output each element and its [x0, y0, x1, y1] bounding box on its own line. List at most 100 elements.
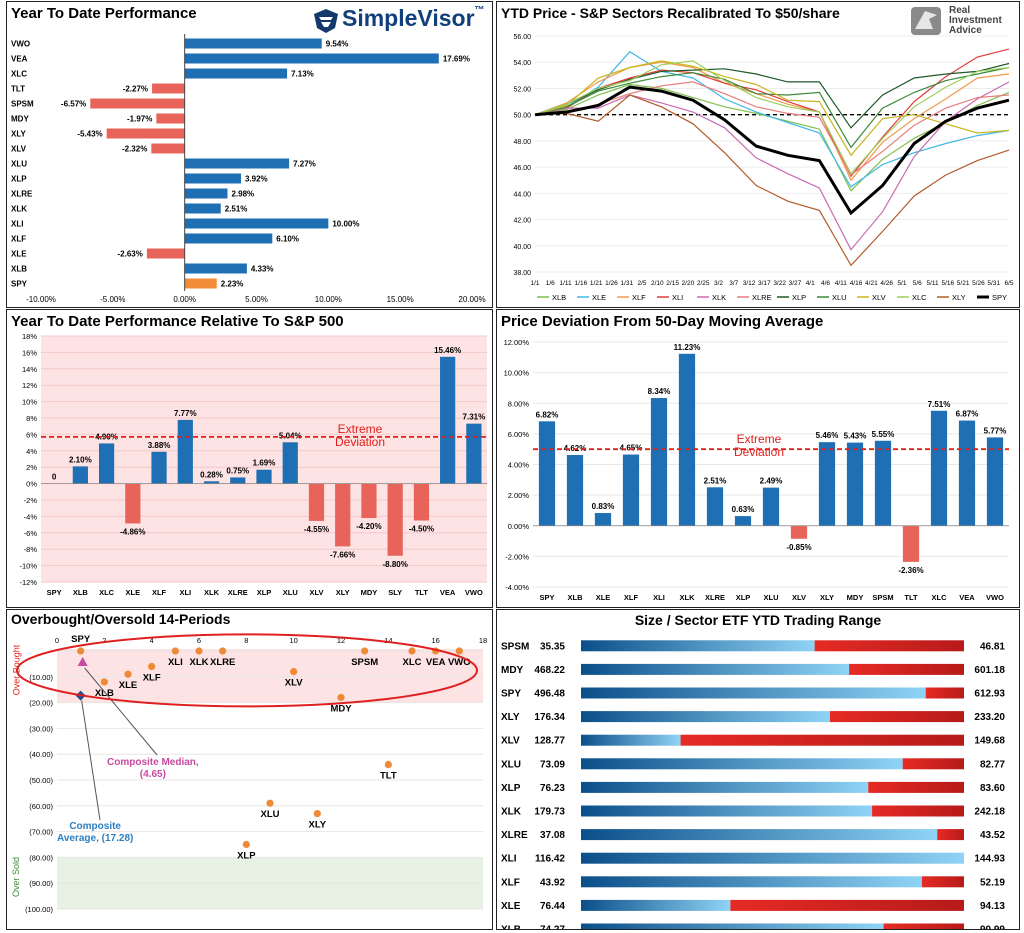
category-label: XLU [283, 588, 298, 597]
range-panel: SPSM 35.35 46.81 MDY 468.22 601.18 SPY 496.48 61… [496, 609, 1020, 930]
ob-x-tick: 8 [244, 636, 248, 645]
recal-x-tick: 1/26 [605, 280, 618, 287]
value-label: 5.46% [816, 431, 839, 440]
ytd-category-label: XLC [11, 70, 27, 79]
ytd-value-label: 2.98% [231, 190, 254, 199]
range-high-segment [872, 805, 964, 817]
recal-x-tick: 3/2 [714, 280, 723, 287]
ytd-category-label: XLE [11, 250, 27, 259]
recal-x-tick: 3/27 [789, 280, 802, 287]
bar [930, 410, 948, 526]
ob-title: Overbought/Oversold 14-Periods [11, 611, 231, 627]
category-label: VWO [465, 588, 483, 597]
recal-legend-label: XLU [832, 293, 847, 302]
value-label: 0.75% [226, 466, 249, 475]
zone-background [41, 336, 487, 582]
value-label: 0 [52, 473, 57, 482]
ytd-category-label: VEA [11, 55, 28, 64]
ytd-x-tick: 20.00% [458, 295, 485, 304]
value-label: -4.20% [356, 522, 381, 531]
recal-x-tick: 6/5 [1004, 280, 1013, 287]
category-label: MDY [361, 588, 378, 597]
category-label: XLP [257, 588, 272, 597]
range-ticker-label: XLU [501, 759, 521, 770]
ytd-category-label: SPY [11, 280, 28, 289]
y-tick: 16% [22, 348, 37, 357]
dev-title: Price Deviation From 50-Day Moving Avera… [501, 313, 824, 330]
range-low-value: 468.22 [534, 665, 565, 676]
range-low-value: 73.09 [540, 759, 565, 770]
range-low-segment [581, 781, 869, 793]
range-ticker-label: XLK [501, 807, 522, 818]
recal-y-tick: 40.00 [513, 244, 531, 251]
category-label: XLV [309, 588, 323, 597]
ytd-category-label: XLY [11, 130, 26, 139]
y-tick: 8.00% [508, 399, 530, 408]
range-low-segment [581, 876, 922, 888]
ytd-bar [184, 263, 247, 274]
ytd-value-label: 9.54% [326, 40, 349, 49]
range-high-segment [829, 711, 964, 723]
ytd-bar [184, 233, 273, 244]
bar [177, 419, 193, 484]
range-low-value: 76.44 [540, 901, 565, 912]
y-tick: -10% [19, 562, 37, 571]
bar [335, 483, 351, 547]
bar [308, 483, 325, 521]
recal-x-tick: 5/11 [926, 280, 939, 287]
range-low-value: 43.92 [540, 877, 565, 888]
ob-point [148, 662, 156, 671]
recal-x-tick: 2/20 [682, 280, 695, 287]
recal-series-line [534, 60, 1010, 157]
ob-y-tick: (40.00) [29, 750, 53, 759]
range-low-segment [581, 663, 850, 675]
ytd-category-label: XLK [11, 205, 27, 214]
recal-x-tick: 5/31 [987, 280, 1000, 287]
recal-x-tick: 1/11 [559, 280, 572, 287]
category-label: SPY [47, 588, 62, 597]
range-ticker-label: XLE [501, 901, 521, 912]
category-label: SPY [539, 593, 554, 602]
y-tick: 4% [26, 447, 37, 456]
bar [986, 437, 1004, 526]
recal-legend-label: XLY [952, 293, 966, 302]
ob-point [290, 668, 298, 676]
range-high-segment [849, 663, 964, 675]
ytd-value-label: -1.97% [127, 115, 152, 124]
ytd-category-label: TLT [11, 85, 25, 94]
range-high-segment [925, 687, 964, 699]
ob-point [77, 647, 85, 655]
range-low-segment [581, 829, 938, 841]
ob-y-tick: (90.00) [29, 879, 53, 888]
category-label: TLT [904, 593, 918, 602]
composite-median-marker [77, 656, 88, 666]
ytd-value-label: 6.10% [276, 235, 299, 244]
range-ticker-label: XLRE [501, 830, 528, 841]
recal-x-tick: 5/21 [957, 280, 970, 287]
value-label: -4.86% [120, 527, 145, 536]
recal-y-tick: 46.00 [513, 165, 531, 172]
recal-x-tick: 3/12 [743, 280, 756, 287]
ob-y-tick: (80.00) [29, 853, 53, 862]
ob-point [455, 647, 463, 655]
range-high-segment [902, 758, 964, 770]
bar [203, 481, 220, 484]
ytd-category-label: XLB [11, 265, 27, 274]
composite-average-label: Composite Average, (17.28) [57, 821, 134, 844]
recal-series-line [534, 61, 1010, 182]
ob-point-label: XLV [285, 678, 303, 689]
brand-simplevisor: SimpleVisor™ [342, 5, 485, 31]
bar [958, 420, 976, 526]
bar [678, 353, 696, 526]
range-low-segment [581, 805, 873, 817]
bar [762, 487, 780, 526]
value-label: -7.66% [330, 550, 355, 559]
ob-point-label: VWO [448, 657, 471, 668]
ytd-bar [156, 113, 185, 124]
range-low-value: 76.23 [540, 783, 565, 794]
recal-x-tick: 1/31 [620, 280, 633, 287]
y-tick: 18% [22, 332, 37, 341]
bar [538, 421, 556, 526]
dev-chart: -4.00% -2.00% 0.00% 2.00% 4.00% 6.00% 8.00% 10.… [504, 338, 1009, 602]
bar [818, 442, 836, 526]
